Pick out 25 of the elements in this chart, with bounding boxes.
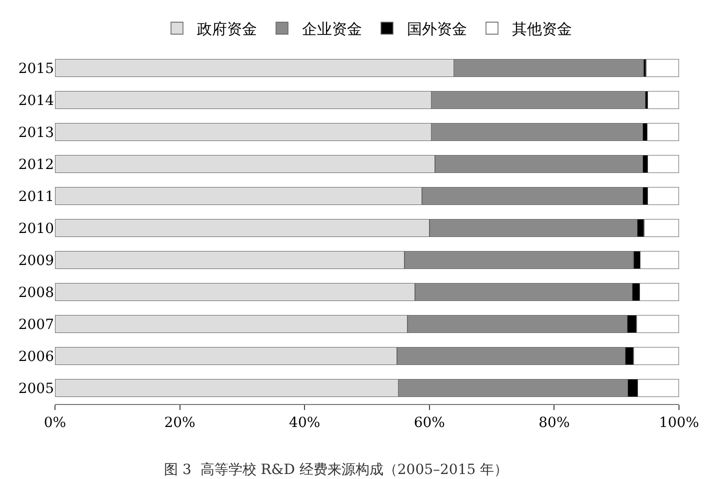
y-tick-label: 2010 bbox=[18, 220, 54, 237]
x-tick-label: 40% bbox=[289, 414, 320, 431]
y-tick-label: 2015 bbox=[18, 60, 54, 77]
y-tick-label: 2011 bbox=[18, 188, 54, 205]
legend-label: 其他资金 bbox=[512, 20, 572, 38]
y-tick-label: 2009 bbox=[18, 252, 54, 269]
x-tick-label: 80% bbox=[538, 414, 570, 431]
y-tick-label: 2005 bbox=[18, 380, 54, 397]
x-tick-label: 60% bbox=[414, 414, 445, 431]
legend-label: 政府资金 bbox=[197, 20, 257, 38]
y-tick-label: 2014 bbox=[18, 92, 54, 109]
y-tick-label: 2007 bbox=[18, 316, 54, 333]
x-tick-label: 100% bbox=[658, 414, 700, 431]
y-tick-label: 2013 bbox=[18, 124, 54, 141]
x-tick-label: 20% bbox=[164, 414, 196, 431]
bar bbox=[647, 90, 679, 110]
legend-label: 国外资金 bbox=[407, 20, 467, 38]
legend-label: 企业资金 bbox=[302, 20, 362, 38]
bar bbox=[646, 58, 679, 78]
y-tick-label: 2006 bbox=[18, 348, 54, 365]
y-tick-label: 2008 bbox=[18, 284, 54, 301]
y-tick-label: 2012 bbox=[18, 156, 54, 173]
bar bbox=[646, 122, 679, 142]
text: 图 3 高等学校 R&D 经费来源构成（2005–2015 年） bbox=[164, 462, 508, 478]
x-tick-label: 0% bbox=[44, 414, 66, 431]
